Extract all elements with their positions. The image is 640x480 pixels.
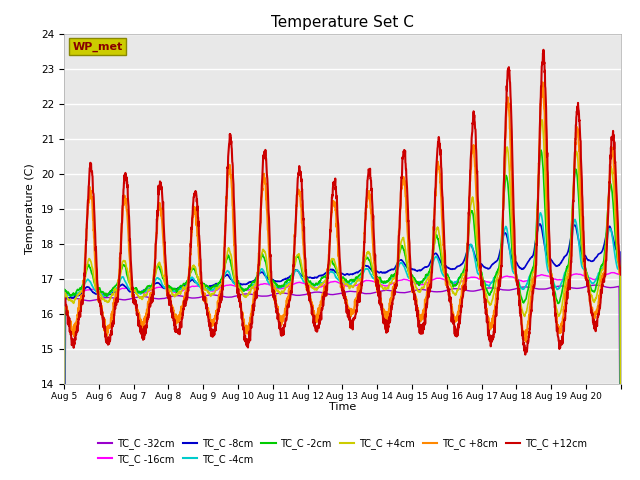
TC_C -2cm xyxy=(236,282,244,288)
TC_C -32cm xyxy=(510,286,518,292)
TC_C -4cm xyxy=(609,239,617,245)
TC_C -2cm xyxy=(116,272,124,277)
TC_C -8cm xyxy=(609,235,617,241)
TC_C -16cm xyxy=(236,286,244,291)
TC_C +4cm xyxy=(116,276,124,282)
TC_C -8cm xyxy=(116,283,124,289)
TC_C -32cm xyxy=(116,296,124,302)
TC_C -32cm xyxy=(541,286,549,292)
TC_C -4cm xyxy=(376,277,383,283)
TC_C -2cm xyxy=(542,218,550,224)
TC_C +4cm xyxy=(609,177,617,183)
TC_C +12cm xyxy=(522,352,529,358)
TC_C +8cm xyxy=(376,289,383,295)
TC_C +8cm xyxy=(236,298,244,303)
Line: TC_C -16cm: TC_C -16cm xyxy=(64,273,621,480)
TC_C +8cm xyxy=(539,80,547,85)
TC_C -2cm xyxy=(537,147,545,153)
TC_C -8cm xyxy=(510,258,518,264)
Y-axis label: Temperature (C): Temperature (C) xyxy=(26,163,35,254)
TC_C +8cm xyxy=(522,339,530,345)
TC_C -8cm xyxy=(542,248,550,254)
Text: WP_met: WP_met xyxy=(72,41,123,52)
Line: TC_C -32cm: TC_C -32cm xyxy=(64,285,621,480)
TC_C -16cm xyxy=(609,270,617,276)
TC_C -2cm xyxy=(376,275,383,280)
TC_C +4cm xyxy=(538,117,546,122)
TC_C +12cm xyxy=(609,134,617,140)
TC_C -8cm xyxy=(376,270,383,276)
TC_C -4cm xyxy=(116,279,124,285)
Line: TC_C -2cm: TC_C -2cm xyxy=(64,150,621,480)
TC_C +12cm xyxy=(376,297,383,303)
TC_C +8cm xyxy=(116,265,124,271)
TC_C -16cm xyxy=(376,281,383,287)
TC_C -16cm xyxy=(510,275,518,280)
TC_C +12cm xyxy=(542,98,550,104)
TC_C -4cm xyxy=(510,270,518,276)
TC_C +4cm xyxy=(376,280,383,286)
X-axis label: Time: Time xyxy=(329,402,356,412)
TC_C +12cm xyxy=(236,297,244,303)
Title: Temperature Set C: Temperature Set C xyxy=(271,15,414,30)
TC_C -4cm xyxy=(542,252,550,258)
TC_C +12cm xyxy=(510,216,518,222)
Line: TC_C -4cm: TC_C -4cm xyxy=(64,213,621,480)
Line: TC_C +4cm: TC_C +4cm xyxy=(64,120,621,480)
Line: TC_C -8cm: TC_C -8cm xyxy=(64,224,621,480)
TC_C -16cm xyxy=(116,287,124,292)
TC_C +8cm xyxy=(510,247,518,252)
TC_C -4cm xyxy=(537,210,545,216)
TC_C -32cm xyxy=(609,285,617,290)
TC_C -4cm xyxy=(236,285,244,291)
TC_C +4cm xyxy=(542,186,550,192)
Legend: TC_C -32cm, TC_C -16cm, TC_C -8cm, TC_C -4cm, TC_C -2cm, TC_C +4cm, TC_C +8cm, T: TC_C -32cm, TC_C -16cm, TC_C -8cm, TC_C … xyxy=(98,438,587,465)
TC_C +8cm xyxy=(617,272,625,277)
TC_C +8cm xyxy=(609,154,617,159)
TC_C +12cm xyxy=(116,272,124,277)
TC_C +4cm xyxy=(236,286,244,292)
TC_C -16cm xyxy=(609,270,617,276)
TC_C -2cm xyxy=(510,266,518,272)
TC_C -8cm xyxy=(536,221,543,227)
TC_C +12cm xyxy=(617,272,625,277)
TC_C -32cm xyxy=(376,288,383,294)
TC_C -8cm xyxy=(236,281,244,287)
TC_C -16cm xyxy=(541,273,549,278)
TC_C +12cm xyxy=(540,47,547,53)
TC_C +8cm xyxy=(60,298,68,304)
Line: TC_C +8cm: TC_C +8cm xyxy=(64,83,621,342)
TC_C +4cm xyxy=(510,262,518,267)
TC_C -2cm xyxy=(609,199,617,205)
Line: TC_C +12cm: TC_C +12cm xyxy=(64,50,621,355)
TC_C -32cm xyxy=(591,282,599,288)
TC_C +12cm xyxy=(60,299,68,305)
TC_C +8cm xyxy=(542,144,550,150)
TC_C -32cm xyxy=(236,292,244,298)
